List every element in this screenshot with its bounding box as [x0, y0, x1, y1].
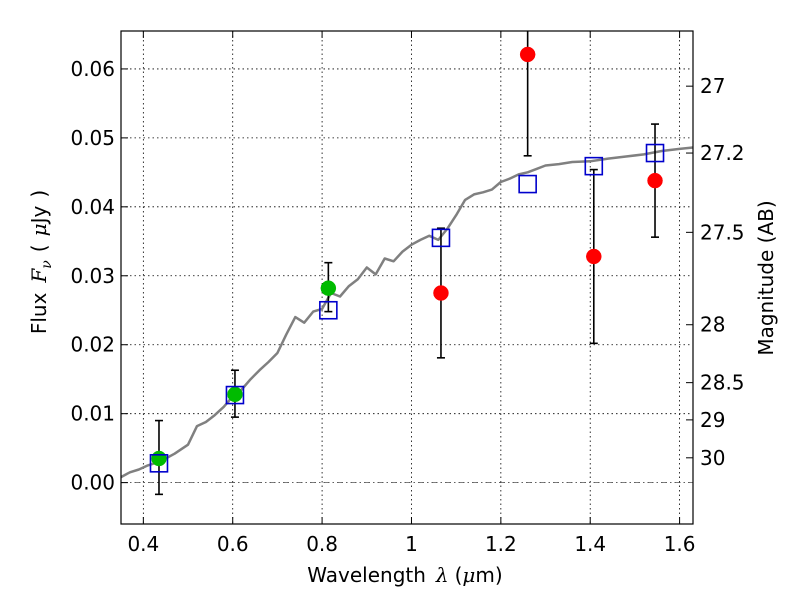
red-data-point [586, 248, 602, 265]
model-photometry-box [225, 385, 245, 405]
y-tick-label: 0.04 [70, 195, 115, 219]
model-photometry-box [518, 174, 537, 194]
right-axis-ticks: 27 27.2 27.5 28 28.5 29 30 [686, 74, 745, 470]
x-tick-label: 0.6 [217, 532, 249, 556]
y-tick-label: 0.01 [70, 402, 115, 426]
y-tick-label: 0.03 [70, 264, 115, 288]
x-tick-label: 0.8 [306, 532, 338, 556]
right-axis-label: Magnitude (AB) [754, 200, 778, 355]
plot-frame [120, 30, 694, 525]
model-photometry-box [319, 300, 338, 320]
x-axis-ticks: 0.4 0.6 0.8 1 1.2 1.4 1.6 [127, 31, 696, 556]
red-data-point [433, 285, 449, 301]
right-tick-label: 29 [700, 408, 725, 432]
x-tick-label: 1.2 [485, 532, 517, 556]
green-data-point [320, 280, 337, 296]
y-tick-label: 0.05 [70, 126, 115, 150]
red-data-point [519, 46, 536, 63]
y-tick-label: 0.00 [70, 471, 115, 495]
model-photometry-box [431, 228, 451, 248]
green-data-point [227, 386, 243, 403]
right-tick-label: 27.5 [700, 220, 745, 244]
right-tick-label: 28.5 [700, 371, 745, 395]
errorbar-layer [154, 31, 660, 496]
right-tick-label: 27.2 [700, 141, 745, 165]
box-layer [149, 143, 665, 473]
x-tick-label: 1.6 [664, 532, 696, 556]
x-tick-label: 1 [405, 532, 418, 556]
model-layer [120, 146, 694, 479]
right-tick-label: 30 [700, 446, 725, 470]
x-tick-label: 0.4 [127, 532, 159, 556]
x-axis-label: Wavelength λ (μm) [307, 563, 502, 587]
model-photometry-box [149, 454, 169, 473]
right-tick-label: 28 [700, 313, 725, 337]
y-tick-label: 0.02 [70, 333, 115, 357]
x-tick-label: 1.4 [574, 532, 606, 556]
y-axis-label: FluxFν(μJy) [27, 190, 55, 334]
y-axis-ticks: 0.00 0.01 0.02 0.03 0.04 0.05 0.06 [70, 57, 128, 495]
model-spectrum-line [120, 146, 694, 479]
grid-layer [121, 31, 693, 524]
y-tick-label: 0.06 [70, 57, 115, 81]
model-photometry-box [645, 143, 665, 163]
green-data-point [151, 450, 167, 467]
red-data-point [647, 172, 663, 189]
right-tick-label: 27 [700, 74, 725, 98]
model-photometry-box [584, 156, 604, 176]
